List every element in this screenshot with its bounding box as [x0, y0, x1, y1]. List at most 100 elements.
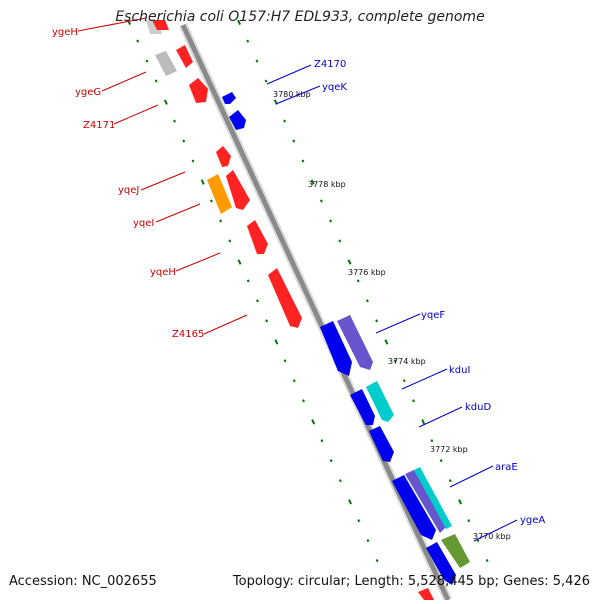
gene-yqeJ-orange[interactable]: [207, 174, 232, 214]
tick-dot: [319, 199, 323, 203]
gene-ygeG-red[interactable]: [176, 45, 193, 68]
forward-genes: [222, 92, 470, 600]
tick-dot: [301, 159, 305, 163]
tick-dot: [283, 359, 287, 363]
gene-ygeG-grey[interactable]: [155, 51, 177, 76]
gene-label[interactable]: Z4170: [314, 59, 346, 70]
tick-dot: [485, 559, 489, 563]
tick-dot: [127, 19, 132, 25]
tick-dot: [292, 139, 296, 143]
tick-dot: [145, 59, 149, 63]
gene-small-red[interactable]: [216, 146, 231, 167]
tick-dot: [320, 439, 324, 443]
tick-dot: [338, 479, 342, 483]
gene-label[interactable]: araE: [495, 462, 518, 473]
gene-label[interactable]: Z4171: [83, 120, 115, 131]
tick-dot: [402, 379, 406, 383]
tick-dot: [274, 339, 279, 345]
gene-label[interactable]: kduI: [449, 365, 470, 376]
gene-Z4165[interactable]: [268, 268, 302, 328]
tick-dot: [348, 499, 352, 505]
tick-dot: [384, 339, 389, 345]
gene-label[interactable]: ygeH: [52, 27, 78, 38]
tick-dot: [255, 59, 259, 63]
gene-kduI-cyan[interactable]: [366, 381, 394, 422]
tick-dot: [329, 219, 333, 223]
gene-label[interactable]: yqeF: [421, 310, 445, 321]
tick-dot: [347, 259, 352, 265]
tick-dot: [393, 359, 397, 363]
tick-label: 3774 kbp: [388, 357, 426, 366]
tick-label: 3780 kbp: [273, 90, 311, 99]
tick-dot: [356, 279, 360, 283]
tick-dot: [246, 39, 250, 43]
tick-dot: [182, 139, 186, 143]
tick-dot: [357, 519, 361, 523]
tick-dot: [173, 119, 176, 123]
tick-dot: [219, 219, 223, 223]
tick-dot: [375, 319, 379, 323]
tick-dot: [366, 539, 370, 543]
gene-araE-cyan[interactable]: [414, 467, 452, 529]
gene-label[interactable]: ygeG: [75, 87, 101, 98]
tick-dot: [366, 299, 369, 303]
gene-ygeH-red[interactable]: [152, 20, 169, 30]
tick-dot: [412, 399, 415, 403]
tick-dot: [329, 459, 333, 463]
gene-kduD[interactable]: [369, 426, 394, 462]
gene-label[interactable]: yqeJ: [118, 185, 139, 196]
gene-ygeA-blue[interactable]: [426, 542, 456, 585]
accession-text: Accession: NC_002655: [9, 574, 157, 589]
gene-label[interactable]: ygeA: [520, 515, 545, 526]
gene-yqeF-blue[interactable]: [320, 321, 352, 376]
tick-dot: [430, 439, 434, 443]
tick-dot: [265, 319, 269, 323]
tick-dot: [421, 419, 426, 425]
tick-dot: [200, 179, 205, 185]
tick-dot: [338, 239, 342, 243]
tick-dot: [191, 159, 195, 163]
tick-dot: [439, 459, 443, 463]
tick-label: 3778 kbp: [308, 180, 346, 189]
backbone: [178, 23, 453, 602]
tick-label: 3770 kbp: [473, 532, 511, 541]
tick-labels: 3780 kbp 3778 kbp 3776 kbp 3774 kbp 3772…: [273, 90, 511, 541]
gene-bottom-red[interactable]: [418, 588, 434, 600]
tick-dot: [292, 379, 296, 383]
tick-dotted-lines: [127, 19, 489, 563]
leader-lines-right: [266, 64, 518, 542]
gene-yqeF-purple[interactable]: [337, 315, 373, 370]
gene-Z4170[interactable]: [222, 92, 236, 104]
gene-Z4171[interactable]: [189, 78, 208, 103]
gene-label[interactable]: yqeH: [150, 267, 176, 278]
reverse-genes: [146, 20, 302, 328]
topology-text: Topology: circular; Length: 5,528,445 bp…: [232, 574, 590, 589]
tick-dot: [283, 119, 286, 123]
tick-dot: [375, 559, 379, 563]
tick-dot: [256, 299, 259, 303]
leader-lines-left: [77, 17, 248, 335]
tick-dot: [458, 499, 462, 505]
gene-labels-left: ygeH ygeG Z4171 yqeJ yqeI yqeH Z4165: [52, 27, 204, 340]
tick-dot: [310, 179, 315, 185]
gene-label[interactable]: kduD: [465, 402, 491, 413]
tick-dot: [154, 79, 158, 83]
gene-label[interactable]: yqeK: [322, 82, 347, 93]
gene-yqeJ-red[interactable]: [226, 170, 250, 210]
gene-kduI-blue[interactable]: [350, 389, 375, 425]
gene-labels-right: Z4170 yqeK yqeF kduI kduD araE ygeA: [314, 59, 545, 526]
gene-label[interactable]: Z4165: [172, 329, 204, 340]
gene-araE-blue[interactable]: [392, 475, 436, 540]
gene-araE-purple[interactable]: [405, 470, 446, 533]
gene-yqeI[interactable]: [247, 220, 268, 254]
gene-label[interactable]: yqeI: [133, 218, 154, 229]
tick-dot: [448, 479, 452, 483]
tick-dot: [311, 419, 316, 425]
tick-dot: [237, 259, 242, 265]
tick-dot: [302, 399, 305, 403]
gene-ygeA-olive[interactable]: [441, 534, 470, 568]
gene-yqeK[interactable]: [229, 110, 246, 130]
tick-dot: [237, 19, 242, 25]
